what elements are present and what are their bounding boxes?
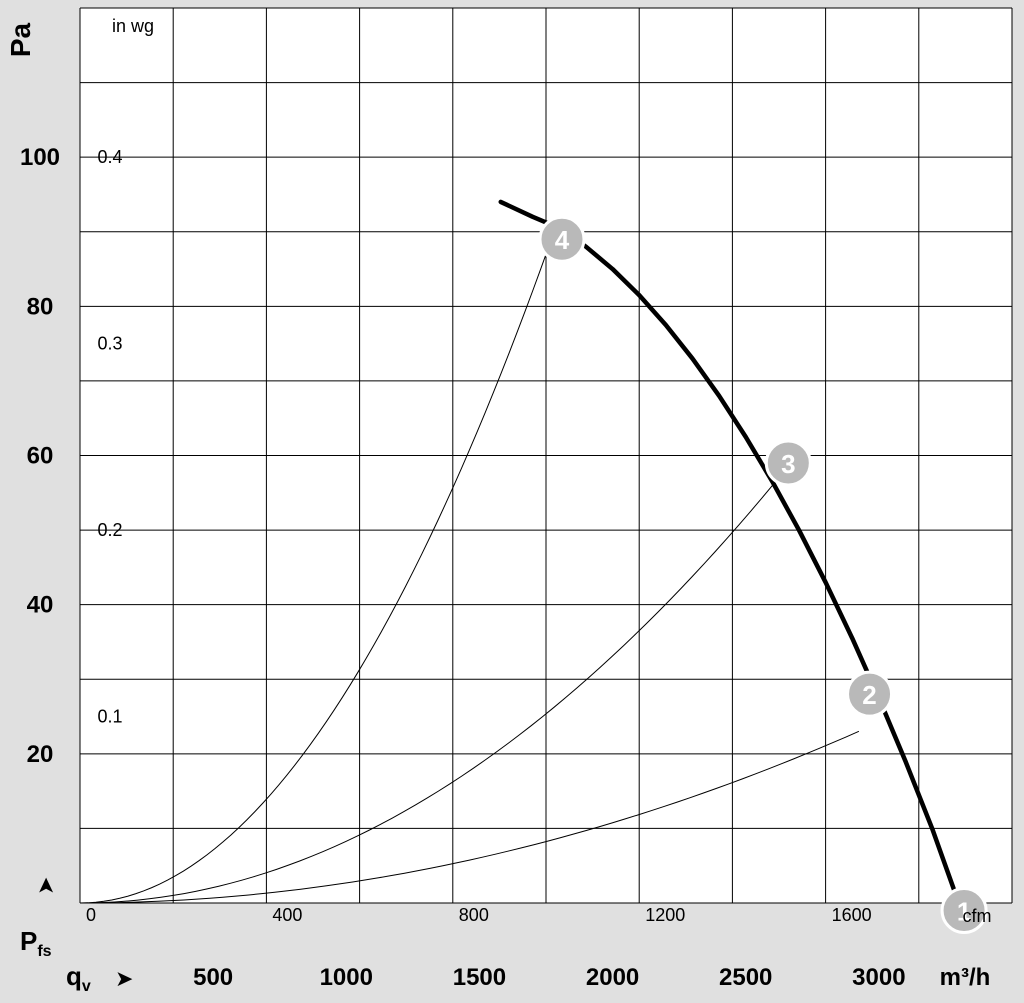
tick-m3h-2000: 2000 — [586, 964, 639, 991]
fan-curve-chart: 1234204060801000.10.20.30.40400800120016… — [0, 0, 1024, 1003]
tick-m3h-2500: 2500 — [719, 964, 772, 991]
tick-pa-100: 100 — [20, 144, 60, 171]
tick-m3h-1000: 1000 — [320, 964, 373, 991]
tick-cfm-1200: 1200 — [645, 905, 685, 925]
tick-pa-20: 20 — [27, 741, 54, 768]
tick-cfm-1600: 1600 — [832, 905, 872, 925]
arrow-up-icon: ➤ — [33, 877, 58, 895]
marker-2: 2 — [848, 672, 892, 716]
tick-cfm-400: 400 — [272, 905, 302, 925]
svg-text:3: 3 — [781, 449, 795, 479]
tick-inwg-0.2: 0.2 — [97, 520, 122, 540]
tick-inwg-0.1: 0.1 — [97, 707, 122, 727]
tick-cfm-800: 800 — [459, 905, 489, 925]
marker-3: 3 — [766, 441, 810, 485]
axis-label-cfm: cfm — [963, 906, 992, 926]
arrow-right-icon: ➤ — [115, 966, 133, 991]
tick-inwg-0.4: 0.4 — [97, 147, 122, 167]
tick-pa-40: 40 — [27, 592, 54, 619]
tick-pa-60: 60 — [27, 443, 54, 470]
tick-pa-80: 80 — [27, 293, 54, 320]
tick-cfm-0: 0 — [86, 905, 96, 925]
axis-label-pa: Pa — [5, 22, 36, 57]
tick-inwg-0.3: 0.3 — [97, 334, 122, 354]
axis-label-m3h: m³/h — [940, 964, 991, 991]
marker-4: 4 — [540, 217, 584, 261]
tick-m3h-1500: 1500 — [453, 964, 506, 991]
tick-m3h-3000: 3000 — [852, 964, 905, 991]
svg-text:2: 2 — [862, 680, 876, 710]
svg-text:4: 4 — [555, 225, 570, 255]
tick-m3h-500: 500 — [193, 964, 233, 991]
axis-label-inwg: in wg — [112, 16, 154, 36]
